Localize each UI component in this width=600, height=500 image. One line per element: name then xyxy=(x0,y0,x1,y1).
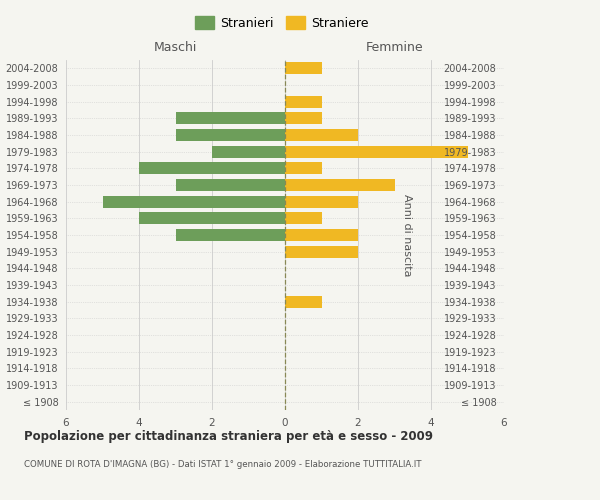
Bar xyxy=(285,179,395,191)
Bar xyxy=(103,196,285,207)
Bar xyxy=(176,112,285,124)
Bar xyxy=(285,229,358,241)
Bar xyxy=(212,146,285,158)
Bar xyxy=(285,96,322,108)
Bar xyxy=(139,212,285,224)
Text: Femmine: Femmine xyxy=(365,41,424,54)
Bar xyxy=(176,229,285,241)
Text: Popolazione per cittadinanza straniera per età e sesso - 2009: Popolazione per cittadinanza straniera p… xyxy=(24,430,433,443)
Bar xyxy=(285,246,358,258)
Bar xyxy=(139,162,285,174)
Bar xyxy=(285,296,322,308)
Text: COMUNE DI ROTA D'IMAGNA (BG) - Dati ISTAT 1° gennaio 2009 - Elaborazione TUTTITA: COMUNE DI ROTA D'IMAGNA (BG) - Dati ISTA… xyxy=(24,460,421,469)
Bar xyxy=(285,196,358,207)
Text: Maschi: Maschi xyxy=(154,41,197,54)
Bar xyxy=(176,129,285,141)
Bar xyxy=(285,162,322,174)
Y-axis label: Anni di nascita: Anni di nascita xyxy=(402,194,412,276)
Bar xyxy=(285,129,358,141)
Bar xyxy=(285,146,467,158)
Bar xyxy=(285,112,322,124)
Legend: Stranieri, Straniere: Stranieri, Straniere xyxy=(190,11,374,35)
Bar xyxy=(176,179,285,191)
Bar xyxy=(285,62,322,74)
Bar xyxy=(285,212,322,224)
